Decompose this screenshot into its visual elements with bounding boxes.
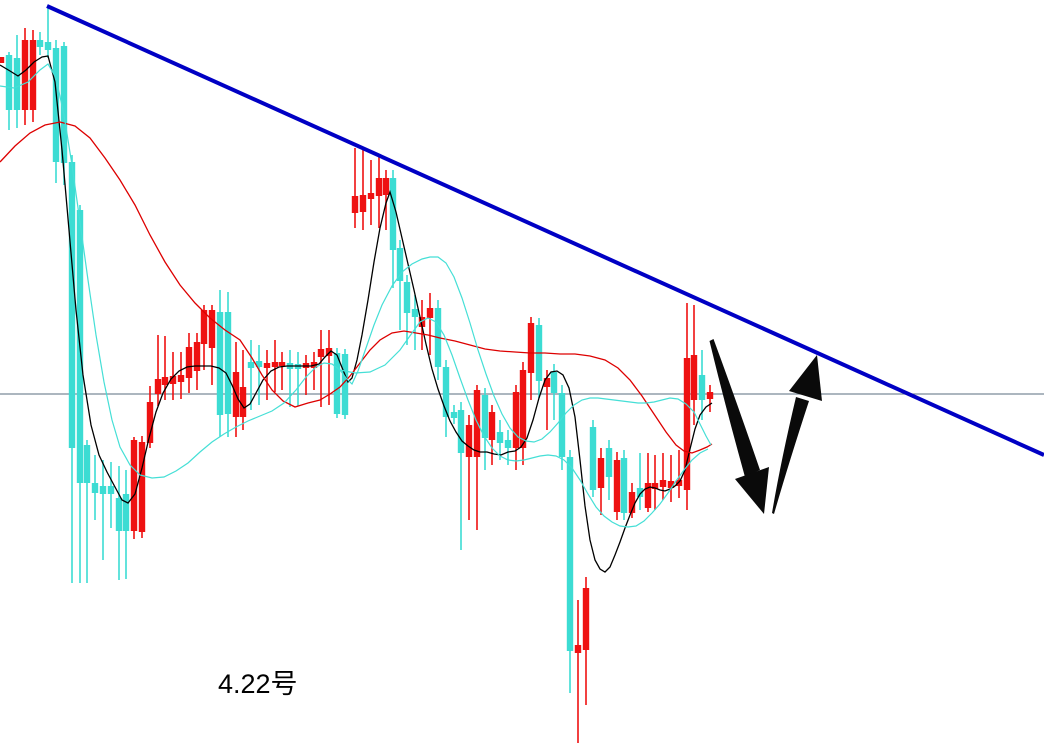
up-arrow-head[interactable] xyxy=(789,355,822,401)
ma-cyan-a xyxy=(0,63,712,479)
down-arrow-shaft[interactable] xyxy=(709,339,761,477)
candle-body xyxy=(239,387,247,417)
candle-body xyxy=(278,362,286,366)
candle-body xyxy=(193,342,201,371)
candle-body xyxy=(83,445,91,483)
candle-body xyxy=(208,310,216,348)
candle-body xyxy=(589,427,597,490)
candle-body xyxy=(325,348,333,356)
candle-body xyxy=(558,393,566,457)
candle-body xyxy=(675,480,683,486)
candle-body xyxy=(122,494,130,531)
candle-body xyxy=(620,458,628,513)
descending-trendline[interactable] xyxy=(46,4,1044,457)
candle-body xyxy=(263,363,271,368)
candle-body xyxy=(317,349,325,357)
candle-body xyxy=(13,58,21,110)
candle-body xyxy=(375,178,383,196)
candle-body xyxy=(418,317,426,327)
ma-fast-black xyxy=(0,55,713,573)
candle-body xyxy=(426,308,434,318)
candle-body xyxy=(450,412,458,418)
candle-body xyxy=(138,442,146,532)
candle-body xyxy=(161,377,169,385)
candle-body xyxy=(0,57,5,63)
candle-body xyxy=(115,498,123,531)
candle-body xyxy=(99,486,107,494)
candle-body xyxy=(21,40,29,110)
candle-body xyxy=(91,483,99,493)
candle-body xyxy=(644,483,652,508)
candle-body xyxy=(605,448,613,477)
candle-body xyxy=(169,376,177,384)
candle-body xyxy=(543,378,551,387)
candle-body xyxy=(690,355,698,400)
candle-body xyxy=(200,310,208,344)
candle-body xyxy=(481,395,489,438)
candle-body xyxy=(5,55,13,110)
candle-body xyxy=(255,361,263,367)
ma-slow-red xyxy=(0,121,713,454)
candle-body xyxy=(389,178,397,250)
candle-body xyxy=(411,309,419,317)
candle-body xyxy=(146,402,154,443)
candle-body xyxy=(473,390,481,457)
candle-body xyxy=(403,282,411,313)
candle-body xyxy=(442,367,450,417)
candle-body xyxy=(44,42,52,50)
candle-body xyxy=(512,392,520,448)
candle-body xyxy=(154,379,162,394)
candle-body xyxy=(185,347,193,378)
candle-body xyxy=(504,440,512,448)
candle-body xyxy=(683,358,691,490)
candle-body xyxy=(29,40,37,110)
candle-body xyxy=(216,312,224,415)
candle-body xyxy=(36,40,44,47)
candle-body xyxy=(659,480,667,487)
candle-body xyxy=(177,375,185,382)
candle-body xyxy=(247,362,255,368)
chart-annotation-text[interactable]: 4.22号 4H原油 xyxy=(218,594,307,748)
candle-body xyxy=(130,440,138,531)
candle-body xyxy=(706,392,714,399)
candle-body xyxy=(582,588,590,650)
candle-body xyxy=(224,312,232,414)
candle-body xyxy=(68,162,76,448)
candle-body xyxy=(597,458,605,488)
candle-body xyxy=(333,353,341,414)
candle-body xyxy=(651,483,659,489)
candle-body xyxy=(271,362,279,367)
candle-body xyxy=(359,195,367,212)
candle-body xyxy=(107,486,115,494)
candle-body xyxy=(574,645,582,653)
candle-body xyxy=(488,412,496,440)
candle-body xyxy=(550,372,558,393)
candle-body xyxy=(341,354,349,415)
candle-body xyxy=(566,457,574,651)
candle-body xyxy=(698,375,706,400)
candle-body xyxy=(60,46,68,163)
candle-body xyxy=(636,488,644,497)
annotation-line-1: 4.22号 xyxy=(218,669,298,699)
candle-body xyxy=(351,196,359,213)
down-arrow-head[interactable] xyxy=(735,467,769,514)
candle-body xyxy=(465,425,473,457)
candle-body xyxy=(628,492,636,513)
candle-body xyxy=(52,48,60,162)
candle-body xyxy=(367,193,375,199)
candle-body xyxy=(667,481,675,488)
candle-body xyxy=(457,410,465,453)
candle-body xyxy=(496,432,504,443)
candle-body xyxy=(396,248,404,281)
candle-body xyxy=(613,460,621,512)
up-arrow-shaft[interactable] xyxy=(772,397,809,514)
candle-body xyxy=(527,323,535,373)
ma-cyan-b xyxy=(339,317,709,528)
candle-body xyxy=(382,178,390,195)
candle-body xyxy=(519,370,527,448)
